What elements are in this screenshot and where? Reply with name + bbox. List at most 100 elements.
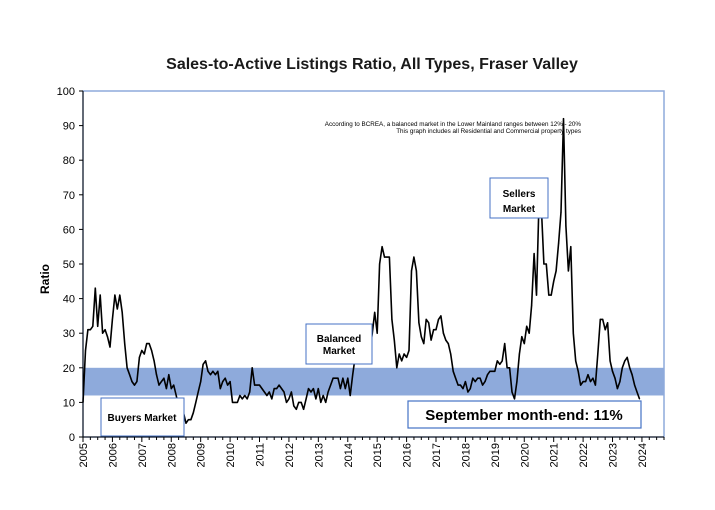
- data-point: [352, 374, 354, 376]
- data-point: [121, 311, 123, 313]
- data-point: [305, 398, 307, 400]
- x-tick-label: 2011: [255, 443, 267, 467]
- data-point: [459, 384, 462, 386]
- data-point: [236, 401, 238, 403]
- data-point: [222, 381, 224, 383]
- sellers-market-line1: Sellers: [503, 189, 536, 200]
- data-point: [344, 388, 346, 390]
- x-tick-label: 2020: [519, 443, 531, 467]
- data-point: [239, 394, 241, 397]
- data-point: [624, 360, 626, 362]
- y-tick-label: 30: [63, 328, 75, 340]
- data-point: [531, 304, 533, 307]
- data-point: [217, 370, 219, 372]
- data-point: [231, 401, 234, 403]
- data-point: [474, 381, 476, 383]
- data-point: [565, 225, 567, 227]
- data-point: [92, 325, 94, 327]
- data-point: [589, 381, 592, 383]
- data-point: [562, 118, 565, 120]
- data-point: [99, 294, 101, 296]
- data-point: [582, 381, 584, 383]
- data-point: [376, 332, 378, 334]
- data-point: [310, 391, 312, 393]
- data-point: [393, 339, 395, 341]
- data-point: [190, 419, 192, 421]
- data-point: [300, 401, 302, 403]
- data-point: [229, 381, 231, 383]
- data-point: [254, 384, 256, 386]
- x-tick-label: 2012: [284, 443, 296, 467]
- data-point: [268, 391, 270, 393]
- data-point: [298, 401, 300, 403]
- data-point: [192, 412, 194, 414]
- data-point: [148, 343, 150, 345]
- data-point: [293, 405, 295, 407]
- data-point: [435, 329, 437, 331]
- data-point: [464, 381, 466, 383]
- data-point: [440, 315, 442, 317]
- data-point: [327, 391, 329, 393]
- data-point: [535, 294, 538, 296]
- x-axis: 2005 2006 2007 2008 2009 2010 2011 2012 2013 2014…: [78, 437, 665, 467]
- data-point: [124, 343, 126, 345]
- data-point: [609, 360, 611, 362]
- data-point: [320, 401, 322, 403]
- data-point: [391, 318, 393, 320]
- data-point: [138, 356, 140, 358]
- x-tick-label: 2007: [137, 443, 149, 467]
- note-property-types: This graph includes all Residential and …: [396, 128, 581, 135]
- data-point: [165, 388, 167, 390]
- y-tick-label: 20: [63, 363, 75, 375]
- data-point: [170, 388, 172, 390]
- y-axis-label: Ratio: [38, 264, 52, 294]
- data-point: [616, 388, 619, 390]
- data-point: [548, 294, 550, 296]
- data-point: [317, 388, 319, 390]
- data-point: [160, 381, 162, 383]
- data-point: [553, 280, 555, 282]
- data-point: [477, 377, 479, 379]
- data-point: [303, 408, 305, 410]
- data-point: [219, 388, 221, 390]
- data-point: [158, 384, 160, 386]
- x-tick-label: 2022: [578, 443, 590, 467]
- balanced-band: [83, 367, 664, 396]
- data-point: [619, 381, 621, 383]
- data-point: [413, 256, 415, 258]
- y-tick-label: 80: [63, 155, 75, 167]
- data-point: [200, 381, 202, 383]
- sellers-market-line2: Market: [503, 204, 536, 215]
- data-point: [256, 384, 258, 386]
- data-point: [312, 388, 314, 390]
- data-point: [212, 370, 214, 372]
- data-point: [499, 363, 501, 365]
- data-point: [482, 384, 484, 386]
- data-point: [396, 367, 398, 369]
- data-point: [89, 329, 91, 331]
- data-point: [611, 370, 614, 372]
- y-axis: 0 10 20 30 40 50 60 70 80 90 100: [57, 86, 83, 444]
- data-point: [339, 388, 341, 390]
- data-point: [430, 339, 432, 341]
- data-point: [491, 370, 493, 372]
- data-point: [418, 322, 420, 324]
- month-end-callout: September month-end: 11%: [407, 400, 642, 429]
- data-point: [325, 401, 327, 403]
- data-point: [401, 360, 403, 362]
- data-point: [332, 377, 334, 379]
- data-point: [577, 370, 579, 372]
- data-point: [425, 318, 427, 320]
- data-point: [322, 394, 324, 397]
- data-point: [550, 294, 552, 296]
- x-tick-label: 2009: [196, 443, 208, 467]
- data-point: [97, 325, 99, 327]
- data-point: [126, 367, 128, 369]
- data-point: [408, 349, 410, 352]
- data-point: [594, 384, 597, 386]
- data-point: [420, 336, 422, 338]
- x-tick-label: 2008: [166, 443, 178, 467]
- note-balanced-definition: According to BCREA, a balanced market in…: [325, 121, 582, 128]
- data-point: [428, 322, 430, 324]
- data-point: [457, 384, 459, 386]
